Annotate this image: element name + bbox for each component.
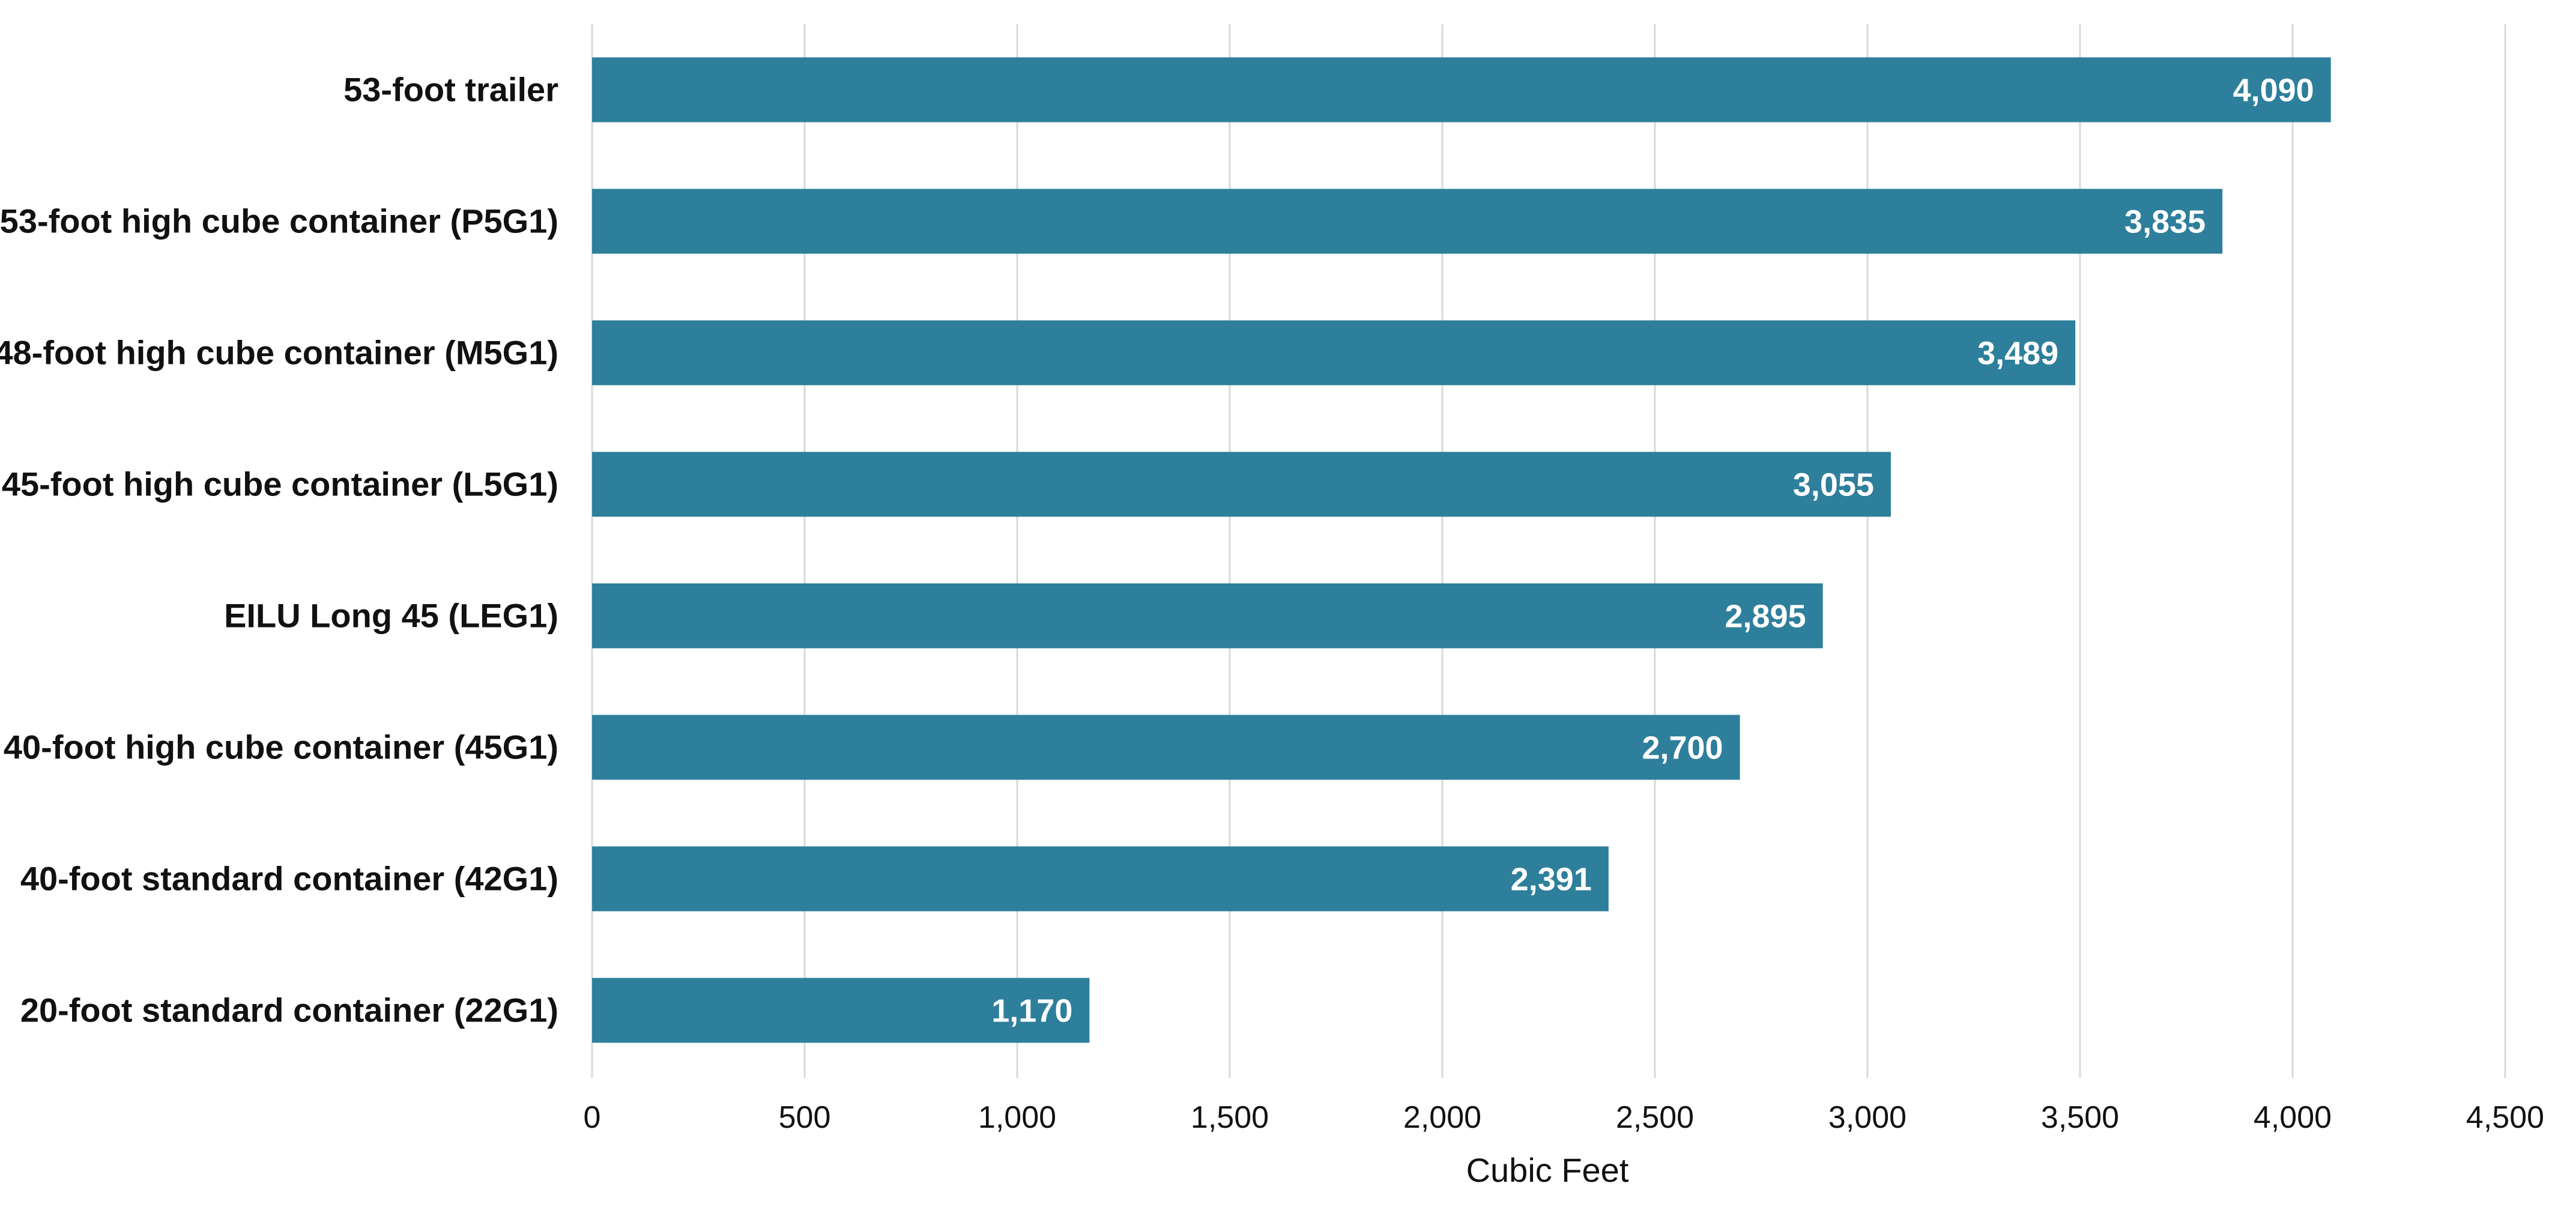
bars (592, 57, 2331, 1043)
x-tick-label: 0 (584, 1100, 601, 1135)
category-label: 20-foot standard container (22G1) (20, 991, 558, 1029)
bar (592, 715, 1740, 780)
data-label: 1,170 (991, 993, 1072, 1029)
x-tick-label: 1,000 (978, 1100, 1056, 1135)
x-tick-label: 3,500 (2041, 1100, 2119, 1135)
data-label: 3,489 (1977, 336, 2058, 372)
category-label: 53-foot trailer (343, 71, 558, 109)
data-label: 3,835 (2124, 204, 2206, 240)
bar (592, 452, 1891, 517)
x-tick-label: 500 (779, 1100, 831, 1135)
bar (592, 320, 2076, 386)
x-tick-labels: 0 500 1,000 1,500 2,000 2,500 3,000 3,500 4,000 4… (584, 1100, 2545, 1135)
bar (592, 846, 1609, 912)
category-label: 48-foot high cube container (M5G1) (0, 334, 558, 372)
category-label: EILU Long 45 (LEG1) (224, 597, 558, 635)
category-label: 45-foot high cube container (L5G1) (2, 465, 558, 503)
category-label: 53-foot high cube container (P5G1) (0, 202, 558, 240)
data-label: 2,895 (1725, 599, 1806, 635)
x-axis-title: Cubic Feet (1466, 1151, 1629, 1189)
x-tick-label: 2,000 (1403, 1100, 1481, 1135)
x-tick-label: 3,000 (1828, 1100, 1906, 1135)
x-tick-label: 4,000 (2254, 1100, 2332, 1135)
data-label: 3,055 (1793, 467, 1874, 503)
x-tick-label: 1,500 (1191, 1100, 1269, 1135)
data-label: 2,700 (1642, 730, 1723, 766)
category-labels: 53-foot trailer 53-foot high cube contain… (0, 71, 558, 1029)
category-label: 40-foot standard container (42G1) (20, 860, 558, 898)
gridlines (591, 24, 2506, 1078)
data-labels: 4,090 3,835 3,489 3,055 2,895 2,700 2,391 1,170 (991, 73, 2314, 1029)
category-label: 40-foot high cube container (45G1) (4, 728, 558, 766)
data-label: 4,090 (2233, 73, 2314, 109)
bar (592, 57, 2331, 123)
bar (592, 189, 2223, 254)
data-label: 2,391 (1511, 862, 1592, 898)
x-tick-label: 2,500 (1616, 1100, 1694, 1135)
bar (592, 978, 1090, 1043)
x-tick-label: 4,500 (2466, 1100, 2544, 1135)
bar (592, 583, 1823, 649)
